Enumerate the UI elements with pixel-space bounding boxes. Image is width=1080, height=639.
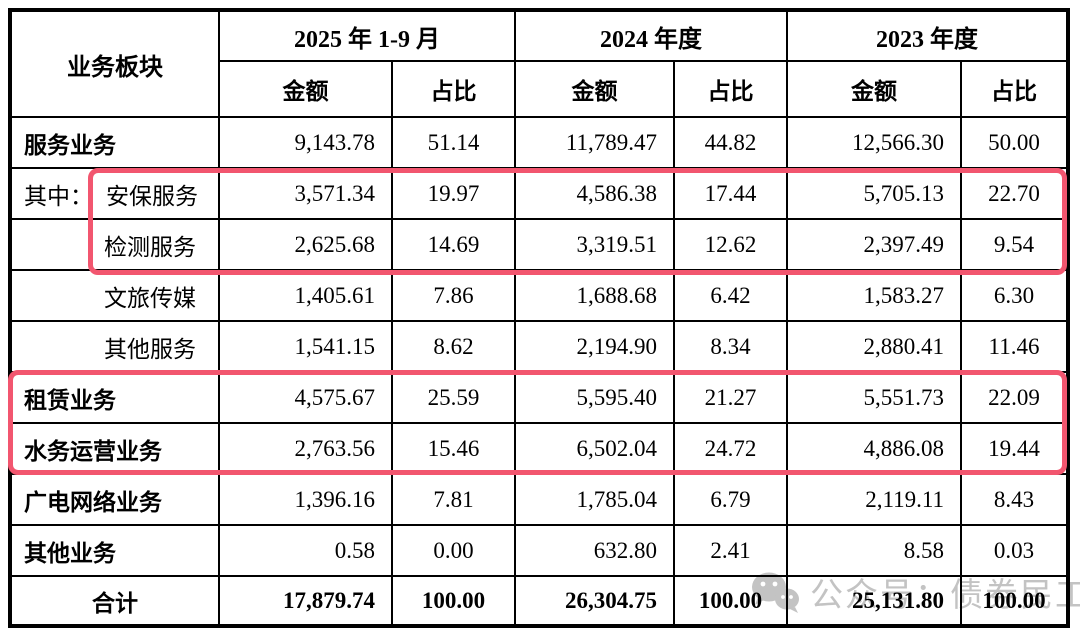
amount-cell: 5,705.13 [786, 167, 962, 220]
row-label: 租赁业务 [9, 371, 220, 424]
ratio-cell: 14.69 [391, 218, 516, 271]
table-row-other-services: 其他服务 1,541.15 8.62 2,194.90 8.34 2,880.4… [9, 320, 1069, 373]
amount-header-2023: 金额 [786, 60, 962, 118]
amount-cell: 2,880.41 [786, 320, 962, 373]
row-label: 其他业务 [9, 524, 220, 577]
ratio-cell: 8.34 [673, 320, 788, 373]
ratio-cell: 15.46 [391, 422, 516, 475]
header-row-periods: 业务板块 2025 年 1-9 月 2024 年度 2023 年度 [9, 9, 1069, 118]
ratio-cell: 51.14 [391, 116, 516, 169]
amount-cell: 2,194.90 [514, 320, 675, 373]
row-label: 检测服务 [9, 218, 220, 271]
table-row-other-business: 其他业务 0.58 0.00 632.80 2.41 8.58 0.03 [9, 524, 1069, 577]
amount-cell: 11,789.47 [514, 116, 675, 169]
table-row-culture-media: 文旅传媒 1,405.61 7.86 1,688.68 6.42 1,583.2… [9, 269, 1069, 322]
ratio-cell: 0.03 [960, 524, 1069, 577]
ratio-cell: 6.30 [960, 269, 1069, 322]
amount-cell: 6,502.04 [514, 422, 675, 475]
amount-cell: 1,541.15 [218, 320, 393, 373]
amount-cell: 12,566.30 [786, 116, 962, 169]
row-label: 其他服务 [9, 320, 220, 373]
ratio-cell: 100.00 [673, 575, 788, 627]
ratio-cell: 8.62 [391, 320, 516, 373]
table-row-security: 其中： 安保服务 3,571.34 19.97 4,586.38 17.44 5,… [9, 167, 1069, 220]
ratio-cell: 19.97 [391, 167, 516, 220]
among-which-prefix: 其中： [24, 183, 93, 209]
amount-header-2025: 金额 [218, 60, 393, 118]
ratio-cell: 7.86 [391, 269, 516, 322]
header-row-measures: 金额 占比 金额 占比 金额 占比 [10, 60, 1069, 118]
amount-cell: 3,319.51 [514, 218, 675, 271]
period-header-2023: 2023 年度 [786, 9, 1069, 62]
row-label: 合计 [9, 575, 220, 627]
amount-cell: 2,397.49 [786, 218, 962, 271]
amount-cell: 3,571.34 [218, 167, 393, 220]
amount-cell: 4,575.67 [218, 371, 393, 424]
amount-cell: 4,886.08 [786, 422, 962, 475]
revenue-breakdown-table: 业务板块 2025 年 1-9 月 2024 年度 2023 年度 金额 占比 … [8, 8, 1070, 628]
amount-cell: 632.80 [514, 524, 675, 577]
amount-cell: 2,119.11 [786, 473, 962, 526]
amount-cell: 0.58 [218, 524, 393, 577]
amount-cell: 1,405.61 [218, 269, 393, 322]
amount-cell: 1,396.16 [218, 473, 393, 526]
ratio-cell: 25.59 [391, 371, 516, 424]
ratio-cell: 17.44 [673, 167, 788, 220]
ratio-cell: 0.00 [391, 524, 516, 577]
ratio-header-2025: 占比 [391, 60, 516, 118]
amount-cell: 5,551.73 [786, 371, 962, 424]
period-header-2024: 2024 年度 [514, 9, 788, 62]
row-label: 水务运营业务 [9, 422, 220, 475]
ratio-cell: 2.41 [673, 524, 788, 577]
row-label: 广电网络业务 [9, 473, 220, 526]
amount-cell: 26,304.75 [514, 575, 675, 627]
table-row-testing: 检测服务 2,625.68 14.69 3,319.51 12.62 2,397… [9, 218, 1069, 271]
amount-cell: 9,143.78 [218, 116, 393, 169]
amount-cell: 1,688.68 [514, 269, 675, 322]
row-label: 其中： 安保服务 [9, 167, 220, 220]
amount-header-2024: 金额 [514, 60, 675, 118]
ratio-header-2024: 占比 [673, 60, 788, 118]
ratio-cell: 7.81 [391, 473, 516, 526]
ratio-cell: 22.70 [960, 167, 1069, 220]
ratio-cell: 24.72 [673, 422, 788, 475]
row-label: 文旅传媒 [9, 269, 220, 322]
ratio-header-2023: 占比 [960, 60, 1069, 118]
corner-header: 业务板块 [9, 9, 220, 118]
amount-cell: 5,595.40 [514, 371, 675, 424]
ratio-cell: 12.62 [673, 218, 788, 271]
ratio-cell: 6.42 [673, 269, 788, 322]
amount-cell: 8.58 [786, 524, 962, 577]
table-row-water-operations: 水务运营业务 2,763.56 15.46 6,502.04 24.72 4,8… [9, 422, 1069, 475]
ratio-cell: 8.43 [960, 473, 1069, 526]
table-row-total: 合计 17,879.74 100.00 26,304.75 100.00 25,… [9, 575, 1069, 627]
period-header-2025: 2025 年 1-9 月 [218, 9, 516, 62]
ratio-cell: 6.79 [673, 473, 788, 526]
table-row-services: 服务业务 9,143.78 51.14 11,789.47 44.82 12,5… [9, 116, 1069, 169]
amount-cell: 2,763.56 [218, 422, 393, 475]
amount-cell: 4,586.38 [514, 167, 675, 220]
table-row-leasing: 租赁业务 4,575.67 25.59 5,595.40 21.27 5,551… [9, 371, 1069, 424]
table-row-broadcast-network: 广电网络业务 1,396.16 7.81 1,785.04 6.79 2,119… [9, 473, 1069, 526]
amount-cell: 1,583.27 [786, 269, 962, 322]
amount-cell: 1,785.04 [514, 473, 675, 526]
amount-cell: 17,879.74 [218, 575, 393, 627]
amount-cell: 2,625.68 [218, 218, 393, 271]
amount-cell: 25,131.80 [786, 575, 962, 627]
ratio-cell: 100.00 [960, 575, 1069, 627]
ratio-cell: 22.09 [960, 371, 1069, 424]
ratio-cell: 21.27 [673, 371, 788, 424]
ratio-cell: 44.82 [673, 116, 788, 169]
ratio-cell: 9.54 [960, 218, 1069, 271]
ratio-cell: 50.00 [960, 116, 1069, 169]
ratio-cell: 19.44 [960, 422, 1069, 475]
sub-label: 安保服务 [106, 183, 198, 209]
ratio-cell: 100.00 [391, 575, 516, 627]
ratio-cell: 11.46 [960, 320, 1069, 373]
row-label: 服务业务 [9, 116, 220, 169]
